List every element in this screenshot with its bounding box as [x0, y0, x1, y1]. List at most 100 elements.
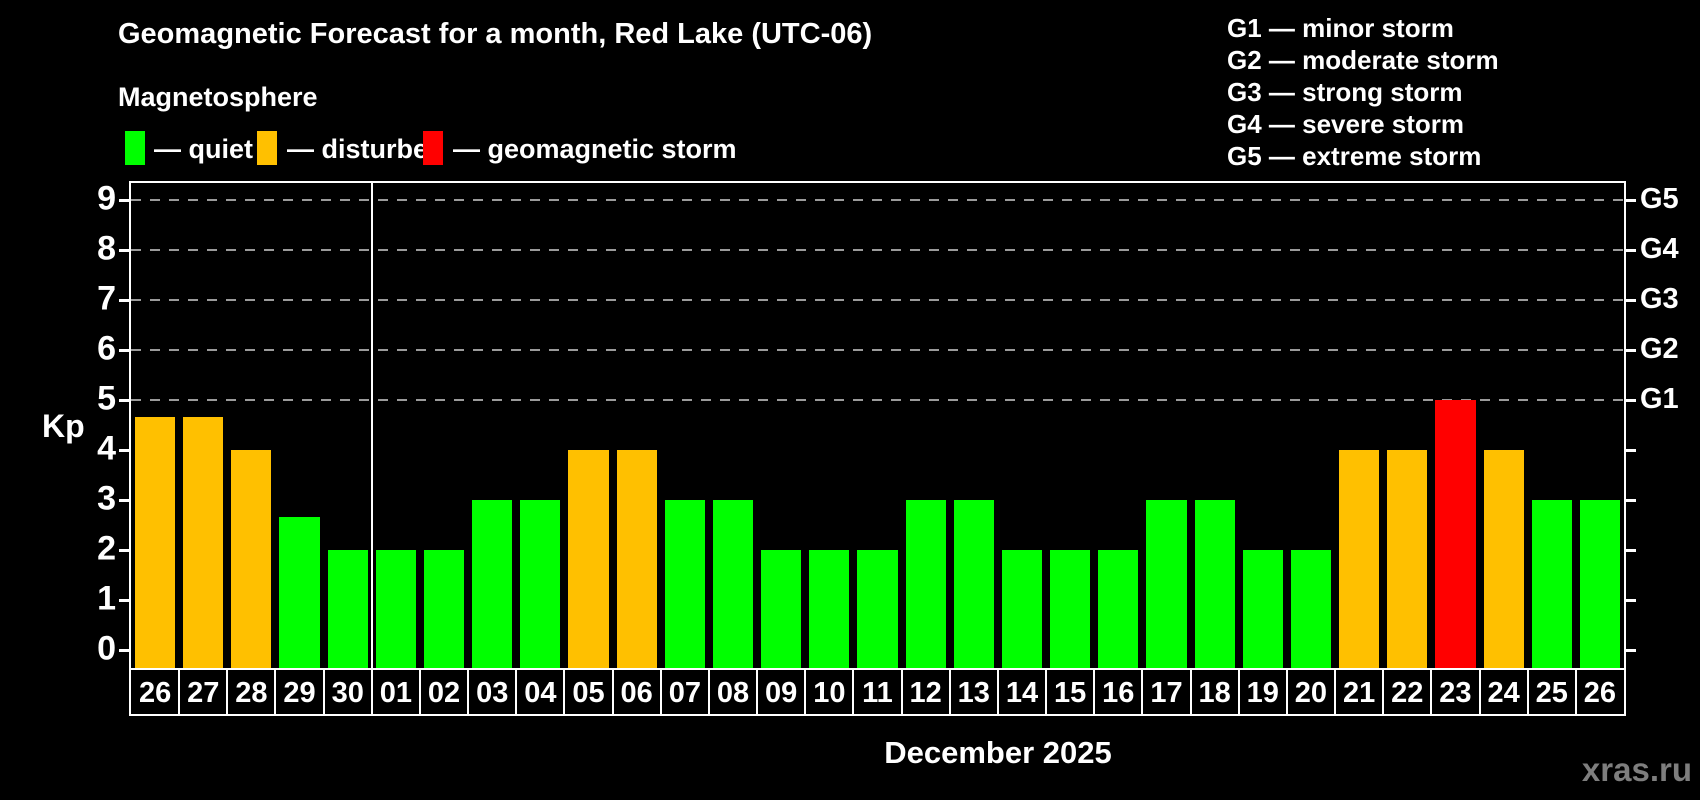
y-tick-label-5: 5	[97, 379, 116, 418]
day-label-20-dec: 20	[1294, 677, 1328, 709]
y-tick-right-1	[1624, 599, 1636, 602]
y-tick-right-2	[1624, 549, 1636, 552]
bar-day-23	[1435, 400, 1476, 668]
strip-separator	[996, 670, 999, 714]
bar-day-20	[1290, 550, 1332, 668]
day-label-10-dec: 10	[813, 677, 846, 709]
y-tick-left-4	[119, 449, 131, 452]
day-label-22-dec: 22	[1391, 677, 1424, 709]
strip-separator	[611, 670, 614, 714]
y-tick-left-2	[119, 549, 131, 552]
y-tick-left-1	[119, 599, 131, 602]
bar-day-13	[953, 500, 994, 668]
day-label-28-nov: 28	[235, 677, 268, 709]
bar-day-27	[183, 416, 224, 668]
y-tick-right-9	[1624, 199, 1636, 202]
y-tick-right-6	[1624, 349, 1636, 352]
y-tick-label-2: 2	[97, 529, 116, 568]
strip-separator	[1237, 670, 1240, 714]
day-label-26-dec: 26	[1583, 677, 1617, 709]
y-tick-label-0: 0	[97, 629, 116, 668]
bar-day-24	[1483, 450, 1524, 668]
bar-day-07	[664, 500, 705, 668]
bar-day-19	[1242, 550, 1283, 668]
y-tick-right-7	[1624, 299, 1636, 302]
g-legend-line-4: G4 — severe storm	[1227, 109, 1465, 139]
bar-day-26	[1579, 500, 1620, 668]
strip-separator	[1334, 670, 1337, 714]
strip-separator	[1574, 670, 1577, 714]
g-legend-line-5: G5 — extreme storm	[1227, 141, 1482, 171]
g-scale-label-G5: G5	[1640, 182, 1679, 215]
day-label-07-dec: 07	[668, 677, 701, 709]
bar-day-05	[568, 450, 609, 668]
strip-separator	[852, 670, 855, 714]
y-tick-left-3	[119, 499, 131, 502]
y-tick-left-5	[119, 399, 131, 402]
gridline-kp8	[131, 249, 1624, 251]
strip-separator	[707, 670, 710, 714]
strip-separator	[1382, 670, 1385, 714]
bar-day-17	[1146, 500, 1187, 668]
gridline-kp6	[131, 349, 1624, 351]
y-tick-label-7: 7	[97, 279, 116, 318]
day-label-30-nov: 30	[331, 677, 364, 709]
strip-separator	[1285, 670, 1288, 714]
day-label-09-dec: 09	[765, 677, 798, 709]
strip-separator	[659, 670, 662, 714]
g-legend-line-1: G1 — minor storm	[1227, 13, 1454, 43]
y-tick-left-0	[119, 649, 131, 652]
month-separator-line	[370, 183, 373, 668]
day-label-15-dec: 15	[1054, 677, 1087, 709]
day-label-05-dec: 05	[572, 677, 605, 709]
day-label-02-dec: 02	[427, 677, 461, 709]
strip-separator	[1189, 670, 1192, 714]
bar-day-03	[472, 500, 513, 668]
bar-day-09	[761, 550, 802, 668]
day-label-27-nov: 27	[187, 677, 220, 709]
chart-title: Geomagnetic Forecast for a month, Red La…	[118, 18, 873, 50]
strip-separator	[1526, 670, 1529, 714]
day-label-12-dec: 12	[909, 677, 942, 709]
y-tick-label-1: 1	[97, 579, 116, 618]
strip-separator	[322, 670, 325, 714]
bar-day-26	[135, 416, 176, 668]
strip-separator	[226, 670, 229, 714]
bar-day-16	[1098, 550, 1139, 668]
strip-separator	[900, 670, 903, 714]
day-label-25-dec: 25	[1535, 677, 1568, 709]
day-label-26-nov: 26	[138, 677, 172, 709]
day-label-06-dec: 06	[620, 677, 653, 709]
strip-separator	[418, 670, 421, 714]
y-axis-title: Kp	[42, 408, 85, 444]
bar-day-30	[327, 550, 368, 668]
day-label-17-dec: 17	[1150, 677, 1183, 709]
y-tick-right-4	[1624, 449, 1636, 452]
day-label-18-dec: 18	[1198, 677, 1231, 709]
day-label-04-dec: 04	[524, 677, 557, 709]
bar-day-28	[231, 450, 272, 668]
day-label-21-dec: 21	[1342, 677, 1376, 709]
legend-storm-swatch	[423, 131, 443, 165]
watermark: xras.ru	[1581, 751, 1692, 788]
chart-subtitle: Magnetosphere	[118, 82, 318, 112]
y-tick-right-0	[1624, 649, 1636, 652]
day-label-29-nov: 29	[283, 677, 316, 709]
strip-separator	[948, 670, 951, 714]
strip-separator	[370, 670, 373, 714]
day-label-13-dec: 13	[957, 677, 990, 709]
y-tick-left-8	[119, 249, 131, 252]
strip-separator	[1478, 670, 1481, 714]
bar-day-01	[375, 550, 416, 668]
bar-day-06	[616, 450, 657, 668]
day-label-24-dec: 24	[1487, 677, 1520, 709]
y-tick-left-6	[119, 349, 131, 352]
strip-separator	[1093, 670, 1096, 714]
bar-day-10	[809, 550, 850, 668]
day-label-16-dec: 16	[1102, 677, 1135, 709]
x-axis-title: December 2025	[884, 735, 1112, 770]
day-label-08-dec: 08	[716, 677, 750, 709]
y-tick-left-9	[119, 199, 131, 202]
